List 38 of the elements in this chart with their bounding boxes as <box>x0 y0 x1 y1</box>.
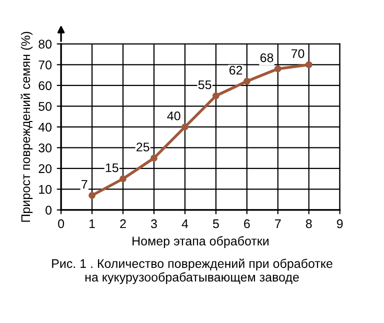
x-tick-label: 8 <box>306 219 312 228</box>
x-tick-label: 0 <box>58 219 64 228</box>
data-label: 7 <box>82 180 88 189</box>
x-tick-label: 2 <box>120 219 126 228</box>
x-tick-label: 4 <box>182 219 188 228</box>
data-label: 25 <box>136 142 150 152</box>
point <box>243 78 250 85</box>
point <box>305 61 312 68</box>
data-label: 68 <box>260 53 274 62</box>
y-tick-label: 0 <box>46 206 52 215</box>
x-tick-label: 1 <box>90 219 95 228</box>
y-axis-title: Прирост повреждений семян (%) <box>20 32 33 222</box>
point <box>120 175 126 182</box>
y-tick-label: 70 <box>38 60 52 70</box>
x-tick-label: 5 <box>212 219 219 228</box>
point <box>212 92 220 100</box>
data-label: 55 <box>198 80 212 90</box>
x-tick-label: 9 <box>336 219 343 228</box>
y-tick-label: 80 <box>38 40 52 49</box>
data-label: 62 <box>229 66 242 75</box>
text: Рис. 1 . Количество повреждений при обработке на кукурузообрабатывающем заводе <box>52 258 332 284</box>
data-label: 15 <box>106 163 118 172</box>
y-tick-label: 40 <box>38 122 52 132</box>
x-axis-title: Номер этапа обработки <box>132 236 268 248</box>
point <box>88 192 96 199</box>
point <box>181 123 188 130</box>
data-label: 70 <box>291 49 304 58</box>
x-tick-label: 6 <box>244 219 250 228</box>
y-tick-label: 30 <box>38 143 52 152</box>
x-tick-label: 3 <box>150 219 157 228</box>
y-tick-label: 50 <box>38 102 52 111</box>
data-label: 40 <box>167 111 180 120</box>
point <box>274 65 282 72</box>
y-tick-label: 60 <box>38 81 52 90</box>
y-tick-label: 20 <box>38 164 52 174</box>
point <box>150 154 158 162</box>
y-tick-label: 10 <box>39 185 52 194</box>
x-tick-label: 7 <box>275 219 281 228</box>
